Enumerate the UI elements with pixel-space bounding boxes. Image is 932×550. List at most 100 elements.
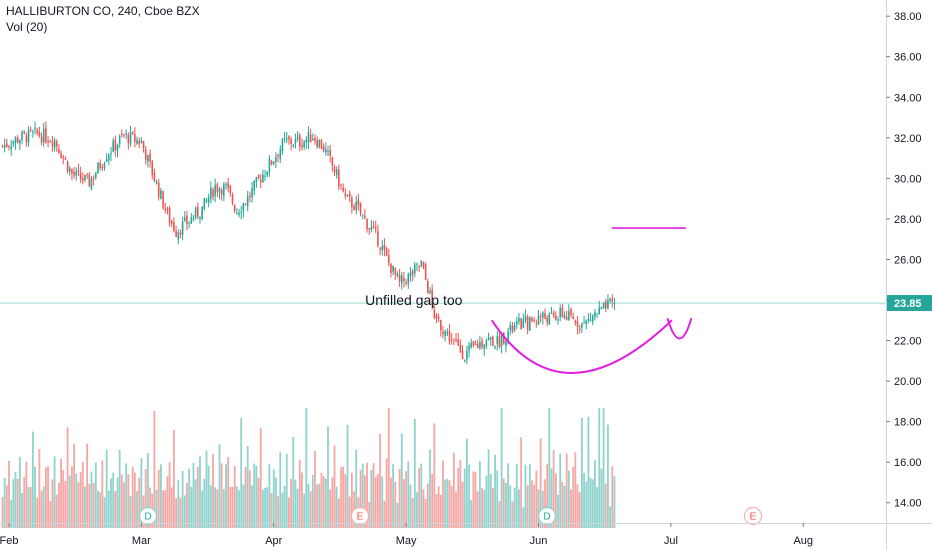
volume-bar xyxy=(407,461,410,528)
volume-bar xyxy=(563,485,566,528)
candle-body xyxy=(359,202,362,214)
candle-body xyxy=(548,313,551,325)
volume-bar xyxy=(327,426,329,528)
volume-bar xyxy=(34,466,36,528)
volume-bar xyxy=(16,478,19,528)
candle-body xyxy=(153,172,156,182)
candle-body xyxy=(555,315,557,320)
volume-bar xyxy=(5,485,8,528)
volume-bar xyxy=(583,472,585,528)
volume-bar xyxy=(21,492,23,528)
candle-body xyxy=(394,267,397,275)
candle-body xyxy=(210,187,212,199)
handle-arc[interactable] xyxy=(666,317,693,340)
volume-bar xyxy=(572,466,575,528)
volume-bar xyxy=(23,476,26,528)
volume-bar xyxy=(307,483,310,528)
volume-bar xyxy=(53,456,56,528)
candle-body xyxy=(66,161,69,172)
volume-bar xyxy=(183,495,186,528)
event-marker-circle[interactable] xyxy=(350,506,370,526)
volume-bar xyxy=(363,475,366,528)
volume-bar xyxy=(533,484,536,528)
time-tick-label: Apr xyxy=(265,535,282,547)
candle-body xyxy=(568,311,570,320)
volume-bar xyxy=(416,492,418,528)
candle-body xyxy=(42,129,45,143)
candle-body xyxy=(594,312,596,317)
volume-bar xyxy=(370,469,373,528)
volume-bar xyxy=(470,500,473,528)
volume-bar xyxy=(162,490,164,528)
event-marker-label: E xyxy=(357,512,364,523)
volume-bar xyxy=(277,496,279,528)
volume-bar xyxy=(79,471,82,528)
drawings[interactable]: Unfilled gap too xyxy=(0,227,886,374)
volume-bar xyxy=(485,475,488,528)
candle-body xyxy=(485,340,488,346)
candle-body xyxy=(257,175,260,179)
volume-bar xyxy=(233,465,236,528)
volume-bar xyxy=(97,490,99,528)
candle-body xyxy=(140,140,143,144)
volume-bar xyxy=(84,486,86,528)
candle-body xyxy=(307,132,310,142)
earnings-marker[interactable]: E xyxy=(350,506,370,526)
candle-body xyxy=(496,336,499,345)
volume-bar xyxy=(281,492,284,528)
volume-bar xyxy=(468,464,470,528)
candle-body xyxy=(86,174,88,176)
price-tick-label: 36.00 xyxy=(894,52,922,64)
event-marker-circle[interactable] xyxy=(138,506,158,526)
volume-bar xyxy=(290,478,293,528)
volume-bar xyxy=(279,452,282,528)
candle-body xyxy=(73,171,75,176)
event-marker-circle[interactable] xyxy=(743,506,763,526)
candle-body xyxy=(40,136,43,143)
candle-body xyxy=(216,184,219,192)
volume-bar xyxy=(602,408,605,528)
annotation-text[interactable]: Unfilled gap too xyxy=(365,292,463,308)
volume-bar xyxy=(68,475,71,528)
volume-bar xyxy=(186,482,188,528)
volume-bar xyxy=(570,489,572,528)
candle-body xyxy=(511,325,514,332)
candle-body xyxy=(84,174,86,180)
dividend-marker[interactable]: D xyxy=(138,506,158,526)
volume-bar xyxy=(314,451,316,528)
volume-bar xyxy=(140,457,143,528)
dividend-marker[interactable]: D xyxy=(537,506,557,526)
volume-bar xyxy=(526,485,529,528)
cup-arc[interactable] xyxy=(490,319,673,374)
candle-body xyxy=(79,173,82,180)
volume-bar xyxy=(422,489,425,528)
price-axis-panel xyxy=(886,0,932,550)
price-tick-label: 28.00 xyxy=(894,214,922,226)
volume-bar xyxy=(288,497,290,528)
candle-body xyxy=(251,188,253,198)
volume-bar xyxy=(264,487,266,528)
volume-bar xyxy=(188,468,191,528)
earnings-marker[interactable]: E xyxy=(743,506,763,526)
candle-body xyxy=(520,318,522,330)
volume-bar xyxy=(578,492,581,528)
candle-body xyxy=(218,188,221,193)
volume-bar xyxy=(340,467,342,528)
volume-bar xyxy=(133,472,136,528)
candle-body xyxy=(489,337,492,340)
volume-bar xyxy=(125,463,128,528)
candle-body xyxy=(301,144,303,148)
candle-body xyxy=(266,171,269,176)
volume-bar xyxy=(3,477,6,528)
candle-body xyxy=(138,141,141,144)
volume-bars xyxy=(1,408,616,528)
event-marker-circle[interactable] xyxy=(537,506,557,526)
volume-bar xyxy=(611,466,614,528)
candle-body xyxy=(58,148,60,154)
candle-body xyxy=(353,206,355,211)
volume-bar xyxy=(170,487,173,528)
volume-bar xyxy=(550,468,553,528)
volume-bar xyxy=(463,468,466,528)
